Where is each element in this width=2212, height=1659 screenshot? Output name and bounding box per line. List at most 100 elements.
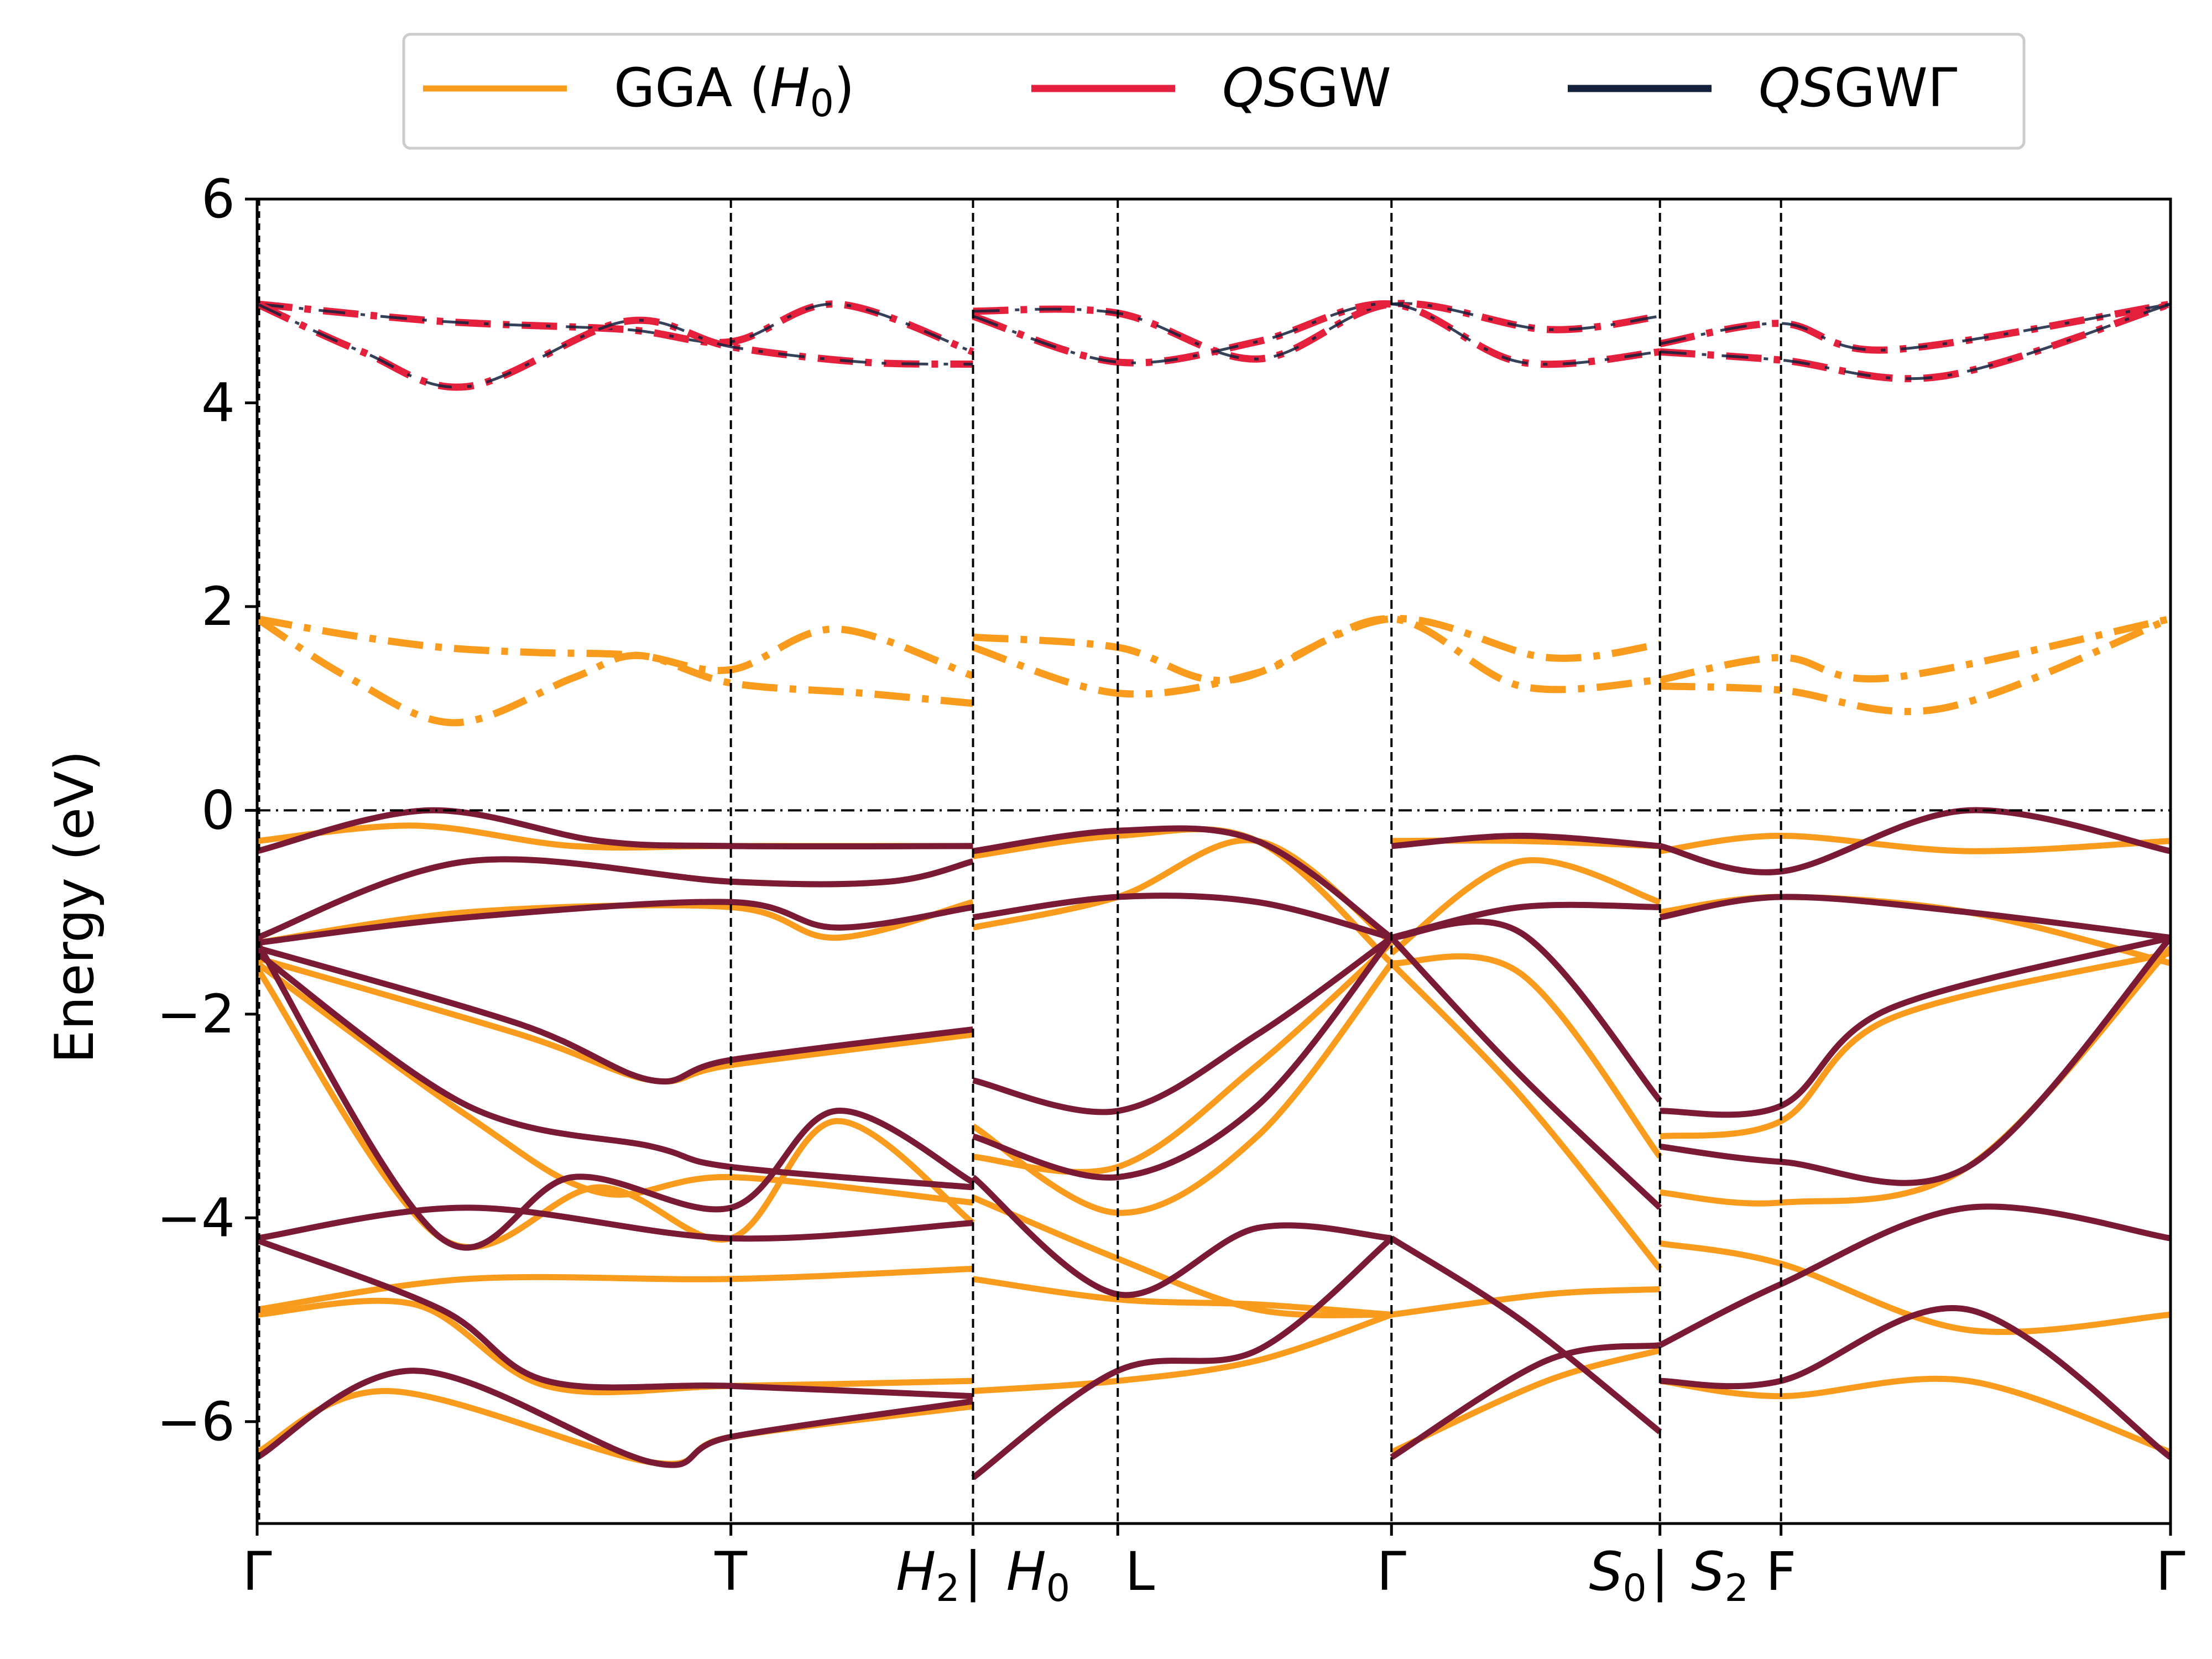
y-tick-label: 0 <box>201 779 235 841</box>
band-gga-valence-19 <box>257 1297 973 1396</box>
band-qsgw-conduction-11 <box>1660 300 2171 383</box>
y-tick-label: −4 <box>156 1187 235 1249</box>
x-tick-label: S0 <box>1589 1541 1646 1610</box>
band-gga-valence-39 <box>1660 1375 2171 1455</box>
band-qsgwg-conduction-7 <box>257 302 973 389</box>
x-tick-label-main: S <box>1589 1541 1623 1603</box>
x-tick-label-main: S <box>1691 1541 1725 1603</box>
y-axis: −6 −4 −2 0 2 4 6 <box>156 168 257 1453</box>
axes-frame <box>255 197 2172 1525</box>
legend-label-italic: QS <box>1759 57 1834 119</box>
x-tick-label-sub: 0 <box>1623 1567 1646 1610</box>
band-qsgw-valence-46 <box>257 1204 973 1242</box>
legend-label-suffix: GW <box>1298 57 1391 119</box>
band-qsgw-valence-52 <box>972 936 1394 1181</box>
band-qsgw-valence-66 <box>1660 1305 2171 1460</box>
band-qsgw-conduction-7 <box>257 300 973 391</box>
band-qsgw-valence-53 <box>971 1175 1392 1298</box>
band-qsgw-valence-63 <box>1660 935 2171 1118</box>
band-gga-valence-37 <box>1660 946 2171 1207</box>
x-tick-label: Γ <box>1377 1541 1406 1603</box>
y-tick-label: −6 <box>156 1391 235 1453</box>
band-qsgw-valence-45 <box>257 941 975 1251</box>
band-qsgw-valence-54 <box>971 1235 1394 1480</box>
legend-label-suffix: GWΓ <box>1834 57 1958 119</box>
band-gga-valence-34 <box>1660 832 2171 854</box>
legend-item: GGA (H0) <box>423 57 854 126</box>
band-qsgwg-conduction-8 <box>973 302 1660 361</box>
x-tick-label-sub: 2 <box>936 1567 959 1610</box>
band-qsgw-valence-62 <box>1659 894 2171 941</box>
path-break-separator: | <box>964 1541 982 1603</box>
band-gga-valence-36 <box>1660 950 2171 1140</box>
band-qsgw-valence-61 <box>1659 807 2171 875</box>
plot-border <box>255 197 2172 1525</box>
y-tick-label: 2 <box>201 576 235 638</box>
legend-label: GGA (H0) <box>614 57 854 126</box>
band-qsgw-valence-49 <box>972 825 1394 941</box>
band-qsgw-valence-64 <box>1659 936 2171 1186</box>
y-tick-label: 4 <box>201 372 235 434</box>
y-tick-label: 6 <box>201 168 235 230</box>
band-qsgw-valence-41 <box>257 856 974 941</box>
legend-box <box>402 33 2026 150</box>
band-qsgw-valence-60 <box>1390 1342 1661 1460</box>
x-tick-label: F <box>1766 1541 1796 1603</box>
x-tick-label-main: H <box>896 1541 936 1603</box>
band-qsgw-conduction-6 <box>257 300 974 356</box>
x-tick-label-sub: 2 <box>1725 1567 1749 1610</box>
x-tick-label-sub: 0 <box>1046 1567 1070 1610</box>
band-gga-valence-16 <box>257 961 974 1206</box>
x-axis: Γ T H2 H0 L Γ S0 S2 F Γ| | <box>242 1524 2185 1610</box>
band-gga-valence-18 <box>257 1265 973 1313</box>
legend-label-sub: 0 <box>810 82 834 126</box>
band-qsgw-valence-40 <box>257 807 973 854</box>
band-gga-valence-26 <box>972 1276 1392 1318</box>
band-qsgw-valence-43 <box>257 945 974 1085</box>
band-gga-valence-14 <box>257 899 974 946</box>
band-qsgw-valence-58 <box>1389 935 1662 1210</box>
band-qsgw-valence-44 <box>257 950 973 1191</box>
x-tick-label-main: H <box>1006 1541 1046 1603</box>
band-qsgw-valence-42 <box>257 899 974 946</box>
band-gga-valence-27 <box>973 1312 1393 1394</box>
x-tick-label: H2 <box>896 1541 959 1610</box>
band-curves <box>257 300 2171 1480</box>
legend-label-prefix: GGA ( <box>614 57 770 119</box>
x-tick-label-main: L <box>1125 1541 1155 1603</box>
legend-label-suffix: ) <box>834 57 854 119</box>
x-tick-label: H0 <box>1006 1541 1070 1610</box>
band-gga-valence-22 <box>972 837 1394 946</box>
band-gga-valence-25 <box>972 1194 1392 1318</box>
band-gga-valence-38 <box>1659 1240 2171 1335</box>
band-qsgwg-conduction-11 <box>1660 302 2171 380</box>
band-qsgw-valence-59 <box>1390 1235 1662 1434</box>
x-tick-label: Γ <box>2156 1541 2185 1603</box>
band-gga-valence-31 <box>1389 961 1662 1271</box>
y-tick-label: −2 <box>156 983 235 1045</box>
band-gga-valence-24 <box>971 961 1394 1216</box>
x-tick-label: T <box>714 1541 747 1603</box>
y-axis-title: Energy (eV) <box>44 750 106 1063</box>
band-gga-valence-17 <box>257 966 975 1250</box>
legend-item: QSGWΓ <box>1568 57 1957 119</box>
band-qsgw-valence-65 <box>1658 1203 2171 1348</box>
band-qsgw-valence-50 <box>972 893 1392 941</box>
legend-label: QSGW <box>1222 57 1391 119</box>
legend: GGA (H0) QSGW QSGWΓ <box>402 33 2026 150</box>
band-qsgw-valence-48 <box>257 1368 974 1468</box>
band-gga-valence-23 <box>973 940 1394 1175</box>
x-tick-label-main: T <box>714 1541 747 1603</box>
legend-label-italic: QS <box>1222 57 1298 119</box>
band-qsgwg-conduction-9 <box>972 302 1660 366</box>
band-qsgw-valence-57 <box>1391 918 1662 1103</box>
band-gga-conduction-0 <box>257 615 974 680</box>
x-tick-label: Γ <box>242 1541 272 1603</box>
band-qsgw-valence-55 <box>1391 832 1661 849</box>
band-qsgw-conduction-8 <box>973 300 1661 363</box>
x-tick-label-main: Γ <box>242 1541 272 1603</box>
band-gga-valence-20 <box>257 1387 974 1467</box>
x-tick-label-main: Γ <box>1377 1541 1406 1603</box>
band-gga-conduction-3 <box>972 615 1661 698</box>
